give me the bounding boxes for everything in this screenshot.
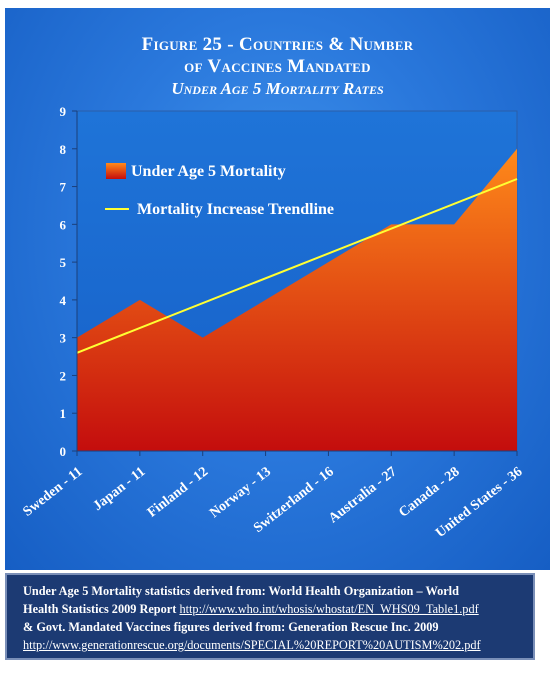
- title-line-3: Under Age 5 Mortality Rates: [171, 79, 384, 98]
- chart-frame: Figure 25 - Countries & Number of Vaccin…: [5, 8, 550, 570]
- source-line-3: & Govt. Mandated Vaccines figures derive…: [23, 620, 439, 634]
- y-tick-label: 2: [60, 368, 67, 383]
- y-tick-label: 5: [60, 255, 67, 270]
- legend-swatch-mortality: [106, 163, 126, 179]
- x-tick-label: Australia - 27: [326, 464, 400, 526]
- y-tick-label: 6: [60, 217, 67, 232]
- legend: Under Age 5 Mortality Mortality Increase…: [105, 163, 334, 218]
- x-tick-label: Canada - 28: [396, 464, 462, 520]
- x-tick-label: Finland - 12: [145, 464, 211, 520]
- generation-rescue-link[interactable]: http://www.generationrescue.org/document…: [23, 638, 481, 652]
- y-tick-label: 4: [60, 293, 67, 308]
- who-link[interactable]: http://www.who.int/whosis/whostat/EN_WHS…: [179, 602, 479, 616]
- source-box: Under Age 5 Mortality statistics derived…: [5, 573, 535, 660]
- x-tick-label: Norway - 13: [207, 464, 274, 521]
- mortality-trendline: [76, 178, 518, 354]
- title-line-1: Figure 25 - Countries & Number: [141, 34, 414, 55]
- x-tick-label: Sweden - 11: [20, 464, 85, 519]
- source-line-1: Under Age 5 Mortality statistics derived…: [23, 584, 459, 598]
- y-tick-label: 1: [60, 406, 67, 421]
- legend-label-trendline: Mortality Increase Trendline: [137, 201, 334, 218]
- y-tick-label: 0: [60, 444, 67, 459]
- x-tick-label: Japan - 11: [91, 464, 149, 514]
- title-line-2: of Vaccines Mandated: [184, 56, 371, 77]
- chart-svg: 0 1 2 3 4 5 6 7 8 9 Sweden - 11 Japan - 11Finland …: [20, 104, 525, 541]
- source-line-2-text: Health Statistics 2009 Report: [23, 602, 180, 616]
- y-tick-label: 7: [60, 180, 67, 195]
- mortality-area: [77, 148, 517, 451]
- y-tick-label: 8: [60, 142, 67, 157]
- y-tick-label: 3: [60, 331, 67, 346]
- y-tick-label: 9: [60, 104, 67, 119]
- chart-title: Figure 25 - Countries & Number of Vaccin…: [5, 34, 550, 100]
- legend-label-mortality: Under Age 5 Mortality: [131, 163, 286, 180]
- source-line-2: Health Statistics 2009 Report http://www…: [23, 600, 523, 618]
